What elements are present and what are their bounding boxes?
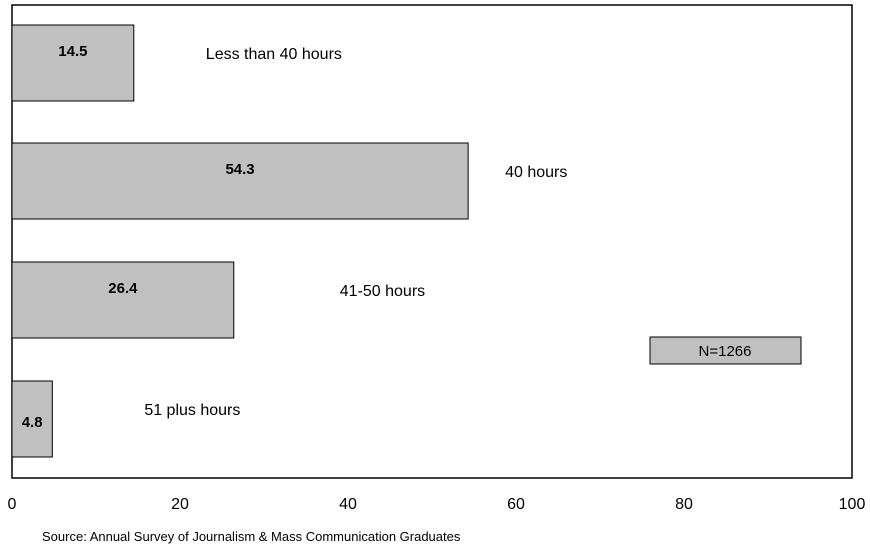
category-label-4: 51 plus hours	[144, 402, 240, 419]
x-tick-label: 80	[675, 496, 693, 513]
x-axis-ticks: 0 20 40 60 80 100	[8, 496, 866, 513]
bar-2	[11, 142, 469, 220]
bar-value-label-4: 4.8	[22, 414, 43, 431]
bar-value-label-1: 14.5	[58, 43, 87, 60]
bar-1	[11, 24, 135, 102]
bar-3	[11, 261, 235, 339]
n-label: N=1266	[699, 343, 752, 360]
x-tick-label: 100	[839, 496, 866, 513]
x-tick-label: 40	[339, 496, 357, 513]
x-tick-label: 0	[8, 496, 17, 513]
category-label-2: 40 hours	[505, 164, 567, 181]
bar-value-label-3: 26.4	[108, 280, 138, 297]
x-tick-label: 20	[171, 496, 189, 513]
x-tick-label: 60	[507, 496, 525, 513]
plot-frame	[11, 4, 853, 479]
category-label-3: 41-50 hours	[340, 283, 425, 300]
bar-value-label-2: 54.3	[225, 161, 254, 178]
category-label-1: Less than 40 hours	[206, 46, 342, 63]
bars-group: 14.5 Less than 40 hours 54.3 40 hours 26.4 41…	[11, 24, 567, 458]
bar-4	[11, 380, 53, 458]
n-box	[649, 336, 802, 365]
source-note: Source: Annual Survey of Journalism & Ma…	[42, 529, 461, 544]
